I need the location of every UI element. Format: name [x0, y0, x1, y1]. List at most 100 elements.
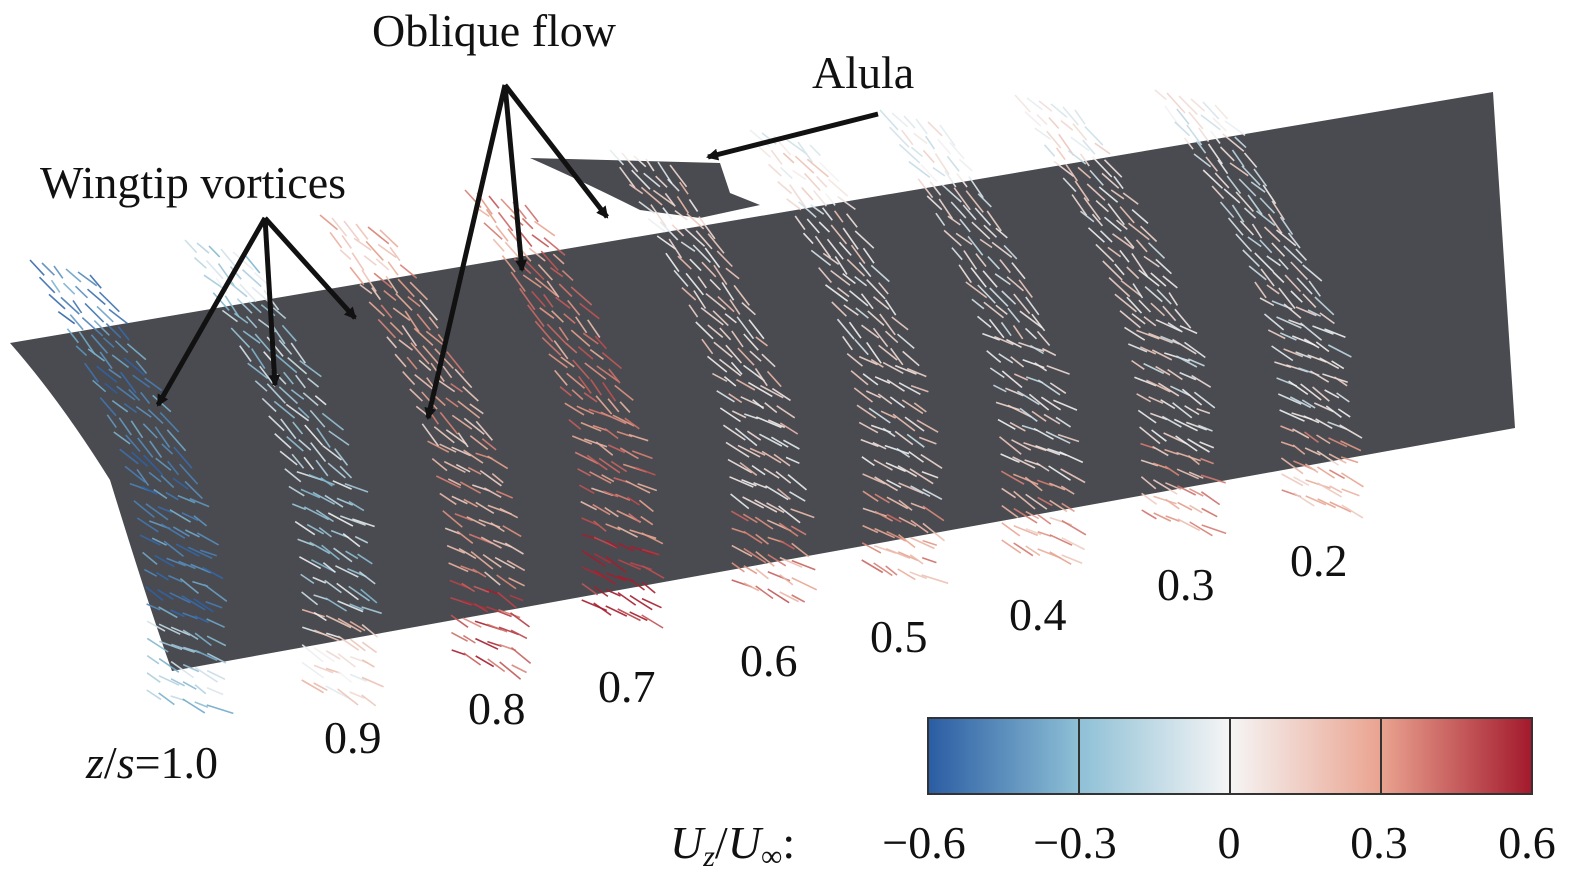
flow-vector [995, 304, 1008, 316]
flow-vector [716, 250, 733, 268]
flow-vector [1324, 389, 1340, 399]
flow-vector [553, 340, 569, 360]
flow-vector [38, 276, 56, 294]
flow-vector [320, 477, 333, 487]
flow-vector [628, 512, 641, 524]
flow-vector [454, 513, 473, 522]
flow-vector [998, 353, 1014, 364]
flow-vector [212, 292, 230, 311]
flow-vector [790, 508, 815, 519]
flow-vector [698, 216, 716, 240]
flow-vector [601, 351, 623, 370]
flow-vector [1077, 166, 1092, 179]
flow-vector [459, 481, 482, 494]
flow-vector [312, 491, 335, 505]
flow-vector [688, 304, 699, 318]
flow-vector [253, 272, 269, 285]
flow-vector [337, 688, 359, 706]
flow-vector [1156, 289, 1172, 305]
flow-vector [656, 235, 677, 250]
flow-vector [617, 559, 642, 571]
flow-vector [939, 124, 956, 147]
flow-vector [313, 647, 335, 663]
flow-vector [522, 274, 542, 289]
flow-vector [1007, 307, 1021, 323]
flow-vector [519, 231, 533, 248]
flow-vector [1223, 188, 1241, 204]
flow-vector [1037, 379, 1061, 396]
flow-vector [652, 189, 675, 206]
flow-vector [1308, 280, 1321, 297]
flow-vector [1187, 438, 1210, 453]
flow-vector [1178, 95, 1198, 116]
flow-vector [206, 704, 234, 715]
flow-vector [862, 490, 879, 502]
flow-vector [484, 571, 501, 586]
flow-vector [910, 519, 929, 534]
flow-vector [713, 341, 733, 358]
flow-vector [794, 215, 806, 231]
colorbar-tick: 0 [1217, 817, 1241, 868]
flow-vector [113, 431, 131, 445]
flow-vector [1312, 386, 1330, 402]
flow-vector [1091, 156, 1113, 178]
flow-vector [1279, 409, 1305, 422]
flow-vector [929, 181, 942, 196]
flow-vector [826, 238, 844, 260]
flow-vector [1084, 126, 1104, 146]
flow-vector [1161, 415, 1182, 428]
flow-vector [354, 535, 369, 544]
flow-vector [444, 527, 461, 535]
flow-vector [565, 343, 578, 354]
flow-vector [392, 307, 411, 322]
flow-vector [1152, 462, 1169, 470]
flow-vector [189, 497, 210, 508]
flow-vector [725, 267, 740, 280]
flow-vector [332, 480, 352, 490]
flow-vector [946, 155, 960, 172]
flow-vector [483, 487, 502, 499]
flow-vector [988, 318, 1005, 339]
flow-vector [780, 166, 793, 180]
flow-vector [1043, 413, 1061, 425]
flow-vector [1059, 451, 1084, 464]
flow-vector [241, 269, 262, 288]
flow-vector [1251, 223, 1263, 239]
flow-vector [1009, 421, 1026, 432]
flow-vector [918, 436, 937, 445]
flow-vector [349, 266, 365, 286]
flow-vector [168, 574, 183, 583]
station-label: 0.6 [740, 635, 798, 686]
flow-vector [509, 594, 524, 602]
flow-vector [502, 525, 522, 538]
flow-vector [128, 388, 141, 401]
flow-vector [361, 694, 377, 707]
flow-vector [908, 450, 924, 463]
flow-vector [368, 301, 385, 317]
station-label: 0.2 [1290, 535, 1348, 586]
flow-vector [69, 314, 84, 331]
flow-vector [74, 285, 89, 299]
flow-vector [1231, 204, 1245, 223]
flow-vector [1198, 424, 1213, 432]
flow-vector [609, 149, 625, 166]
flow-vector [743, 582, 760, 592]
flow-vector [581, 550, 606, 567]
flow-vector [754, 516, 774, 530]
flow-vector [457, 432, 469, 448]
flow-vector [1049, 534, 1073, 546]
flow-vector [862, 524, 879, 534]
flow-vector [1283, 245, 1303, 264]
flow-vector [1082, 139, 1096, 155]
flow-vector [543, 293, 554, 308]
flow-vector [1101, 172, 1120, 189]
flow-vector [889, 126, 910, 148]
flow-vector [767, 553, 787, 567]
flow-vector [155, 571, 169, 581]
flow-vector [1173, 418, 1198, 432]
flow-vector [497, 211, 514, 232]
flow-vector [674, 209, 688, 221]
flow-vector [239, 283, 257, 303]
flow-vector [1089, 169, 1104, 186]
flow-vector [779, 591, 799, 603]
